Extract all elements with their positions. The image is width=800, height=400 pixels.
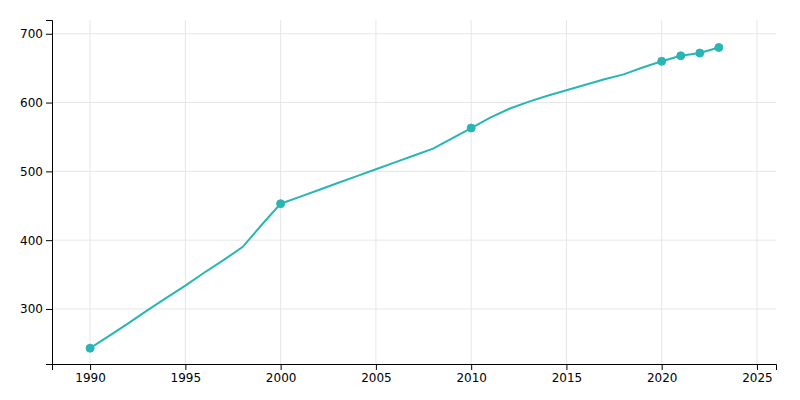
tick-label: 700 [20,27,43,41]
marker [277,200,285,208]
tick-label: 600 [20,96,43,110]
y-axis: 300 400 500 600 700 [20,21,52,365]
tick-mark [185,364,186,370]
tick-mark [90,364,91,370]
tick: 2010 [456,364,487,385]
tick: 2020 [647,364,678,385]
tick-mark [46,171,52,172]
tick-label: 2010 [456,371,487,385]
axis-line [53,365,777,371]
grid-line [52,33,776,34]
marker [658,57,666,65]
tick-mark [46,309,52,310]
tick-mark [471,364,472,370]
tick: 300 [20,302,52,316]
tick-mark [376,364,377,370]
plot: 1990 1995 2000 2005 2010 2015 2020 2025 300 400 50… [20,20,776,385]
grid-line [375,20,376,364]
tick-mark [757,364,758,370]
axis-line [46,21,53,365]
tick-label: 500 [20,165,43,179]
marker [677,52,685,60]
grid-line [185,20,186,364]
grid-line [471,20,472,364]
marker [696,49,704,57]
tick: 1995 [171,364,202,385]
grid-line [52,240,776,241]
x-axis: 1990 1995 2000 2005 2010 2015 2020 2025 [53,364,777,385]
tick: 2005 [361,364,392,385]
grid [52,20,776,364]
grid-line [52,102,776,103]
tick-label: 2005 [361,371,392,385]
grid-line [52,308,776,309]
grid-line [566,20,567,364]
tick-label: 2000 [266,371,297,385]
tick-label: 1990 [75,371,106,385]
tick-mark [566,364,567,370]
marks [86,44,723,353]
tick-mark [662,364,663,370]
tick-label: 2015 [552,371,583,385]
tick: 2000 [266,364,297,385]
tick-label: 2025 [742,371,773,385]
marker [715,44,723,52]
tick-mark [46,103,52,104]
marker [467,124,475,132]
grid-line [280,20,281,364]
tick: 2025 [742,364,773,385]
tick: 500 [20,165,52,179]
tick: 400 [20,234,52,248]
grid-line [52,171,776,172]
grid-line [90,20,91,364]
tick-mark [46,240,52,241]
grid-line [756,20,757,364]
tick-label: 400 [20,234,43,248]
tick-label: 2020 [647,371,678,385]
tick-label: 300 [20,302,43,316]
chart: 1990 1995 2000 2005 2010 2015 2020 2025 300 400 50… [0,0,800,400]
tick: 600 [20,96,52,110]
tick-mark [281,364,282,370]
tick: 700 [20,27,52,41]
grid-line [661,20,662,364]
tick: 1990 [75,364,106,385]
line [90,48,719,349]
tick-mark [46,34,52,35]
tick-label: 1995 [171,371,202,385]
marker [86,344,94,352]
tick: 2015 [552,364,583,385]
